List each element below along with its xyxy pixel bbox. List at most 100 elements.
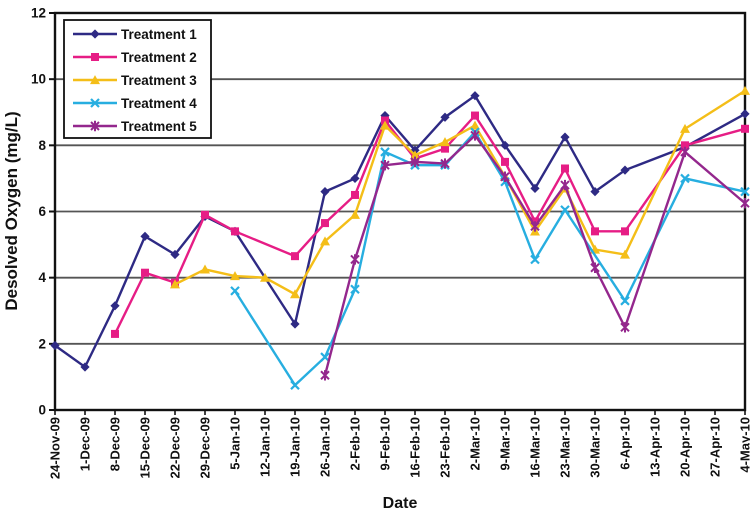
- legend-label: Treatment 4: [121, 96, 197, 111]
- x-tick-label: 24-Nov-09: [48, 417, 63, 479]
- x-tick-label: 8-Dec-09: [108, 417, 123, 471]
- triangle-marker: [680, 123, 690, 133]
- star-marker: [320, 370, 330, 381]
- x-tick-label: 16-Mar-10: [528, 417, 543, 478]
- x-marker: [530, 254, 540, 265]
- diamond-marker: [350, 173, 360, 184]
- star-marker: [440, 158, 450, 169]
- diamond-marker: [560, 132, 570, 142]
- series-line: [323, 133, 746, 376]
- x-tick-label: 1-Dec-09: [78, 417, 93, 471]
- y-tick-label: 10: [31, 72, 46, 87]
- plot-border: [53, 11, 747, 412]
- x-tick-label: 9-Feb-10: [378, 417, 393, 470]
- square-marker: [321, 219, 329, 228]
- square-marker: [351, 190, 359, 199]
- y-tick-label: 6: [38, 204, 46, 219]
- diamond-marker: [620, 165, 630, 175]
- triangle-marker: [320, 236, 330, 246]
- square-marker: [381, 116, 389, 125]
- x-marker: [380, 147, 390, 157]
- diamond-marker: [80, 362, 90, 372]
- x-tick-label: 2-Feb-10: [348, 417, 363, 470]
- square-marker: [291, 252, 299, 261]
- x-tick-label: 6-Apr-10: [618, 417, 633, 470]
- star-marker: [500, 171, 510, 182]
- y-tick-label: 0: [38, 403, 46, 418]
- triangle-marker: [470, 120, 480, 130]
- square-marker: [471, 111, 479, 120]
- axis-ticks: [49, 12, 746, 415]
- diamond-marker: [380, 110, 390, 121]
- triangle-marker: [440, 137, 450, 147]
- legend-label: Treatment 5: [121, 119, 197, 134]
- x-tick-label: 27-Apr-10: [708, 417, 723, 477]
- diamond-marker: [440, 112, 450, 122]
- triangle-marker: [410, 150, 420, 160]
- x-axis-title: Date: [383, 495, 418, 512]
- triangle-marker: [290, 289, 300, 299]
- square-marker: [201, 210, 209, 219]
- triangle-marker: [620, 249, 630, 259]
- legend-label: Treatment 1: [121, 27, 197, 42]
- diamond-marker: [500, 140, 510, 150]
- x-tick-label: 19-Jan-10: [288, 417, 303, 477]
- square-marker: [441, 144, 449, 153]
- star-marker: [90, 120, 100, 132]
- square-marker: [141, 268, 149, 277]
- y-tick-label: 12: [31, 6, 46, 21]
- y-tick-label: 2: [38, 336, 46, 351]
- x-tick-label: 23-Mar-10: [558, 417, 573, 478]
- x-tick-label: 13-Apr-10: [648, 417, 663, 477]
- x-tick-label: 26-Jan-10: [318, 417, 333, 477]
- diamond-marker: [740, 109, 750, 119]
- x-tick-label: 12-Jan-10: [258, 417, 273, 477]
- y-tick-label: 4: [38, 270, 46, 285]
- x-tick-label: 30-Mar-10: [588, 417, 603, 478]
- x-tick-label: 2-Mar-10: [468, 417, 483, 470]
- x-marker: [230, 286, 240, 296]
- triangle-marker: [90, 75, 100, 85]
- square-marker: [231, 227, 239, 236]
- star-marker: [380, 159, 390, 171]
- x-tick-label: 22-Dec-09: [168, 417, 183, 478]
- legend-entry: Treatment 2: [73, 50, 197, 65]
- square-marker: [681, 141, 689, 150]
- x-marker: [620, 296, 630, 306]
- legend-entry: Treatment 3: [73, 73, 197, 88]
- star-marker: [410, 156, 420, 168]
- diamond-marker: [470, 91, 480, 101]
- star-marker: [350, 254, 360, 265]
- square-marker: [111, 329, 119, 338]
- x-tick-label: 9-Mar-10: [498, 417, 513, 470]
- star-marker: [680, 146, 690, 158]
- diamond-marker: [140, 231, 150, 241]
- x-tick-label: 16-Feb-10: [408, 417, 423, 478]
- legend-entry: Treatment 4: [73, 96, 197, 111]
- x-marker: [350, 284, 360, 295]
- x-tick-label: 4-May-10: [738, 417, 750, 473]
- square-marker: [501, 157, 509, 166]
- star-marker: [470, 130, 480, 141]
- triangle-marker: [350, 209, 360, 219]
- square-marker: [591, 227, 599, 236]
- triangle-marker: [230, 271, 240, 281]
- square-marker: [741, 124, 749, 133]
- y-axis-title: Desolved Oxygen (mg/L): [2, 111, 21, 310]
- diamond-marker: [170, 249, 180, 260]
- star-marker: [740, 198, 750, 209]
- triangle-marker: [740, 85, 750, 95]
- y-tick-labels: 0 2 4 6 8 10 12: [31, 6, 47, 418]
- diamond-marker: [410, 145, 420, 155]
- square-marker: [91, 53, 99, 61]
- star-marker: [620, 322, 630, 333]
- series-treatment-5: [320, 130, 750, 381]
- diamond-marker: [590, 187, 600, 197]
- triangle-marker: [200, 264, 210, 274]
- diamond-marker: [50, 340, 60, 351]
- legend-label: Treatment 2: [121, 50, 197, 65]
- star-marker: [590, 262, 600, 273]
- diamond-marker: [320, 187, 330, 197]
- square-marker: [621, 227, 629, 236]
